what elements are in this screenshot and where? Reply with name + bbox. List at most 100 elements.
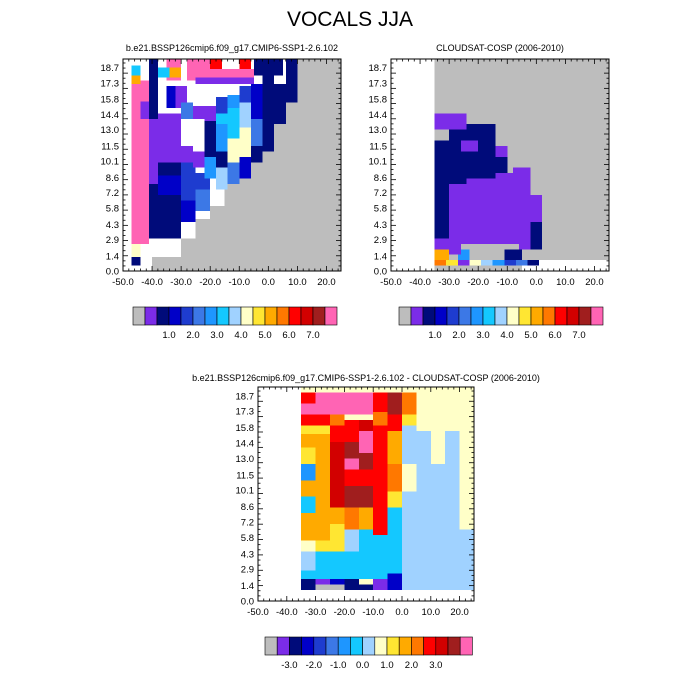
colorbar-box <box>312 306 326 326</box>
colorbar-box <box>301 636 315 656</box>
heatmap-cell <box>301 463 316 481</box>
colorbar-label: -1.0 <box>330 660 346 671</box>
heatmap-cell <box>402 491 431 536</box>
heatmap-cell <box>373 425 388 464</box>
heatmap-cell <box>169 67 182 78</box>
x-tick-label: -50.0 <box>247 607 269 618</box>
y-tick-label: 17.3 <box>236 407 255 418</box>
y-tick-label: 14.4 <box>236 438 255 449</box>
colorbar-box <box>447 636 461 656</box>
heatmap-cell <box>227 162 240 185</box>
colorbar-box <box>228 306 242 326</box>
heatmap-cell <box>430 387 446 431</box>
heatmap-cell <box>301 540 316 552</box>
colorbar-label: 3.0 <box>210 330 223 341</box>
colorbar-box <box>216 306 230 326</box>
colorbar-box <box>276 306 290 326</box>
colorbar-box <box>264 636 278 656</box>
heatmap-cell <box>402 414 417 426</box>
colorbar-box <box>192 306 206 326</box>
colorbar-box <box>398 306 412 326</box>
heatmap-cell <box>527 260 540 266</box>
heatmap-cell <box>301 414 330 426</box>
x-tick-label: 10.0 <box>422 607 441 618</box>
y-tick-label: 10.1 <box>101 157 120 168</box>
heatmap-cell <box>166 86 176 108</box>
y-tick-label: 14.4 <box>369 110 388 121</box>
heatmap-cell <box>216 124 228 152</box>
colorbar-label: 6.0 <box>282 330 295 341</box>
heatmap-cell <box>227 138 240 163</box>
heatmap-cell <box>131 65 141 76</box>
heatmap-cell <box>282 84 341 105</box>
heatmap-cell <box>358 507 374 530</box>
heatmap-cell <box>131 75 141 85</box>
heatmap-cell <box>140 80 150 102</box>
heatmap-cell <box>387 573 402 591</box>
x-tick-label: 20.0 <box>317 277 336 288</box>
y-tick-label: 4.3 <box>374 220 387 231</box>
colorbar-box <box>132 306 146 326</box>
heatmap-cell <box>449 129 467 185</box>
heatmap-cell <box>449 243 461 255</box>
x-tick-label: -40.0 <box>409 277 431 288</box>
heatmap-cell <box>344 458 359 470</box>
y-tick-label: 1.4 <box>374 251 387 262</box>
heatmap-cell <box>181 162 196 201</box>
y-tick-label: 11.5 <box>101 141 119 152</box>
y-tick-label: 5.8 <box>241 533 254 544</box>
heatmap-cell <box>373 392 388 413</box>
heatmap-cell <box>301 425 330 435</box>
colorbar-label: 7.0 <box>572 330 585 341</box>
colorbar-box <box>446 306 460 326</box>
colorbar-box <box>362 636 376 656</box>
y-tick-label: 2.9 <box>241 565 254 576</box>
colorbar: -3.0 -2.0 -1.0 0.0 1.0 2.0 3.0 <box>264 636 473 671</box>
y-tick-label: 0.0 <box>106 267 119 278</box>
heatmap-cell <box>301 434 330 448</box>
heatmap-cell <box>330 441 345 508</box>
plot-frame <box>257 386 475 602</box>
y-tick-label: 18.7 <box>236 391 255 402</box>
heatmap-cell <box>469 260 482 266</box>
heatmap-cell <box>434 260 447 266</box>
colorbar-box <box>240 306 254 326</box>
x-tick-label: 0.0 <box>262 277 275 288</box>
colorbar-box <box>410 306 424 326</box>
heatmap-cell <box>195 68 254 78</box>
heatmap-cell <box>344 392 374 415</box>
heatmap-cell <box>344 579 359 585</box>
y-tick-label: 17.3 <box>369 78 388 89</box>
colorbar-box <box>423 636 437 656</box>
y-tick-label: 13.0 <box>369 125 388 136</box>
x-tick-label: 20.0 <box>585 277 604 288</box>
colorbar-label: 2.0 <box>405 660 418 671</box>
heatmap-cell <box>239 102 251 128</box>
heatmap-cell <box>181 145 193 163</box>
colorbar-box <box>459 636 473 656</box>
heatmap-cell <box>301 524 330 541</box>
heatmap-cell <box>358 485 374 508</box>
heatmap-cell <box>416 430 431 464</box>
heatmap-cell <box>157 162 182 176</box>
y-tick-label: 8.6 <box>374 173 387 184</box>
colorbar-box <box>506 306 520 326</box>
heatmap-cell <box>515 260 528 266</box>
heatmap-cells <box>301 387 474 591</box>
colorbar-box <box>470 306 484 326</box>
heatmap-cell <box>216 113 228 125</box>
heatmap-cell <box>330 414 345 426</box>
colorbar-box <box>386 636 400 656</box>
heatmap-cell <box>445 430 460 464</box>
heatmap-cell <box>250 118 263 146</box>
heatmap-cell <box>373 579 388 591</box>
heatmap-cell <box>373 412 388 426</box>
heatmap-cell <box>373 463 388 514</box>
x-tick-label: -10.0 <box>496 277 518 288</box>
x-tick-label: -30.0 <box>438 277 460 288</box>
y-tick-label: 13.0 <box>101 125 120 136</box>
heatmap-cell <box>301 496 316 514</box>
heatmap-cell <box>466 124 496 179</box>
heatmap-cell <box>530 222 543 239</box>
y-tick-label: 7.2 <box>241 517 254 528</box>
